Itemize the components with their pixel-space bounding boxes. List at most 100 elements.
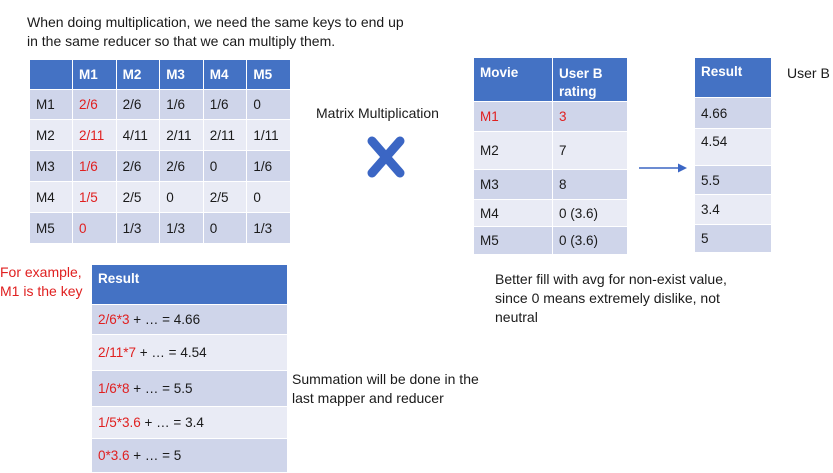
example-note-line-2: M1 is the key <box>0 283 83 299</box>
matrix-cell: 2/11 <box>159 119 204 151</box>
ratings-value-cell: 8 <box>552 169 628 200</box>
result-value-cell: 5.5 <box>694 165 772 195</box>
calc-cell: 2/11*7 + … = 4.54 <box>91 334 288 371</box>
matrix-cell: 1/6 <box>246 150 291 182</box>
calc-row: 1/6*8 + … = 5.5 <box>91 370 288 407</box>
ratings-value-cell: 0 (3.6) <box>552 226 628 255</box>
matrix-cell: 0 <box>246 89 291 120</box>
calc-term: 0*3.6 <box>98 448 130 463</box>
matrix-header-m3: M3 <box>159 59 204 90</box>
avg-fill-note: Better fill with avg for non-exist value… <box>495 270 795 327</box>
calc-row: 2/6*3 + … = 4.66 <box>91 304 288 335</box>
ratings-movie-cell: M5 <box>473 226 553 255</box>
summation-note-line-2: last mapper and reducer <box>292 390 444 406</box>
ratings-value-cell: 7 <box>552 131 628 170</box>
matrix-cell-highlighted: 2/11 <box>72 119 117 151</box>
calc-rest: + … = 4.66 <box>129 312 201 327</box>
calc-rest: + … = 3.4 <box>140 415 204 430</box>
ratings-row: M4 0 (3.6) <box>473 199 628 227</box>
avg-note-line-3: neutral <box>495 309 538 325</box>
calculation-table: Result 2/6*3 + … = 4.66 2/11*7 + … = 4.5… <box>91 264 288 473</box>
calc-header: Result <box>91 264 288 305</box>
matrix-cell: 1/11 <box>246 119 291 151</box>
calc-term: 1/6*8 <box>98 381 130 396</box>
result-row: 5 <box>694 224 772 253</box>
calc-cell: 1/5*3.6 + … = 3.4 <box>91 406 288 439</box>
example-note-line-1: For example, <box>0 264 82 280</box>
result-row: 4.54 <box>694 128 772 166</box>
ratings-header-row: Movie User B rating <box>473 57 628 102</box>
ratings-row: M1 3 <box>473 101 628 132</box>
calc-cell: 1/6*8 + … = 5.5 <box>91 370 288 407</box>
ratings-header-rating: User B rating <box>552 57 628 102</box>
matrix-row-label: M5 <box>29 212 73 244</box>
result-header: Result <box>694 57 772 98</box>
matrix-row-label: M1 <box>29 89 73 120</box>
matrix-row: M1 2/6 2/6 1/6 1/6 0 <box>29 89 291 120</box>
matrix-cell-highlighted: 0 <box>72 212 117 244</box>
calc-cell: 0*3.6 + … = 5 <box>91 438 288 473</box>
matrix-row-label: M3 <box>29 150 73 182</box>
summation-note-line-1: Summation will be done in the <box>292 371 479 387</box>
result-value-cell: 4.66 <box>694 97 772 129</box>
result-row: 3.4 <box>694 194 772 225</box>
matrix-header-m2: M2 <box>115 59 161 90</box>
avg-note-line-2: since 0 means extremely dislike, not <box>495 290 720 306</box>
calc-row: 2/11*7 + … = 4.54 <box>91 334 288 371</box>
matrix-row: M4 1/5 2/5 0 2/5 0 <box>29 181 291 213</box>
matrix-corner-cell <box>29 59 73 90</box>
example-note: For example, M1 is the key <box>0 263 82 301</box>
matrix-cell: 0 <box>159 181 204 213</box>
matrix-cell-highlighted: 2/6 <box>72 89 117 120</box>
ratings-movie-cell: M3 <box>473 169 553 200</box>
matrix-header-m5: M5 <box>246 59 291 90</box>
result-value-cell: 3.4 <box>694 194 772 225</box>
result-row: 4.66 <box>694 97 772 129</box>
intro-line-2: in the same reducer so that we can multi… <box>27 33 336 49</box>
matrix-header-m1: M1 <box>72 59 117 90</box>
ratings-movie-cell: M4 <box>473 199 553 227</box>
matrix-cell-highlighted: 1/6 <box>72 150 117 182</box>
matrix-cell: 0 <box>202 212 248 244</box>
ratings-movie-cell: M2 <box>473 131 553 170</box>
matrix-row: M5 0 1/3 1/3 0 1/3 <box>29 212 291 244</box>
matrix-cell: 1/6 <box>159 89 204 120</box>
similarity-matrix-table: M1 M2 M3 M4 M5 M1 2/6 2/6 1/6 1/6 0 M2 2… <box>29 59 291 244</box>
matrix-cell: 2/6 <box>159 150 204 182</box>
ratings-header-movie: Movie <box>473 57 553 102</box>
ratings-row: M2 7 <box>473 131 628 170</box>
matrix-cell: 1/3 <box>246 212 291 244</box>
matrix-cell: 1/6 <box>202 89 248 120</box>
ratings-value-cell: 3 <box>552 101 628 132</box>
intro-line-1: When doing multiplication, we need the s… <box>27 14 404 30</box>
calc-row: 0*3.6 + … = 5 <box>91 438 288 473</box>
matrix-cell: 2/11 <box>202 119 248 151</box>
arrow-right-icon <box>639 163 687 173</box>
user-ratings-table: Movie User B rating M1 3 M2 7 M3 8 M4 0 … <box>473 57 628 255</box>
calc-rest: + … = 4.54 <box>136 345 207 360</box>
calc-term: 2/6*3 <box>98 312 130 327</box>
calc-rest: + … = 5 <box>129 448 182 463</box>
ratings-movie-cell: M1 <box>473 101 553 132</box>
summation-note: Summation will be done in the last mappe… <box>292 370 512 408</box>
result-header-row: Result <box>694 57 772 98</box>
user-label: User B <box>787 65 830 81</box>
multiply-cross-icon <box>367 136 405 178</box>
calc-header-row: Result <box>91 264 288 305</box>
matrix-cell: 1/3 <box>115 212 161 244</box>
ratings-row: M5 0 (3.6) <box>473 226 628 255</box>
matrix-cell: 1/3 <box>159 212 204 244</box>
matrix-row: M2 2/11 4/11 2/11 2/11 1/11 <box>29 119 291 151</box>
matrix-cell: 2/5 <box>115 181 161 213</box>
matrix-cell: 2/6 <box>115 150 161 182</box>
calc-row: 1/5*3.6 + … = 3.4 <box>91 406 288 439</box>
matrix-cell: 0 <box>246 181 291 213</box>
ratings-row: M3 8 <box>473 169 628 200</box>
result-row: 5.5 <box>694 165 772 195</box>
calc-cell: 2/6*3 + … = 4.66 <box>91 304 288 335</box>
avg-note-line-1: Better fill with avg for non-exist value… <box>495 271 727 287</box>
result-value-cell: 4.54 <box>694 128 772 166</box>
calc-term: 1/5*3.6 <box>98 415 141 430</box>
matrix-multiplication-label: Matrix Multiplication <box>316 105 439 121</box>
result-value-cell: 5 <box>694 224 772 253</box>
